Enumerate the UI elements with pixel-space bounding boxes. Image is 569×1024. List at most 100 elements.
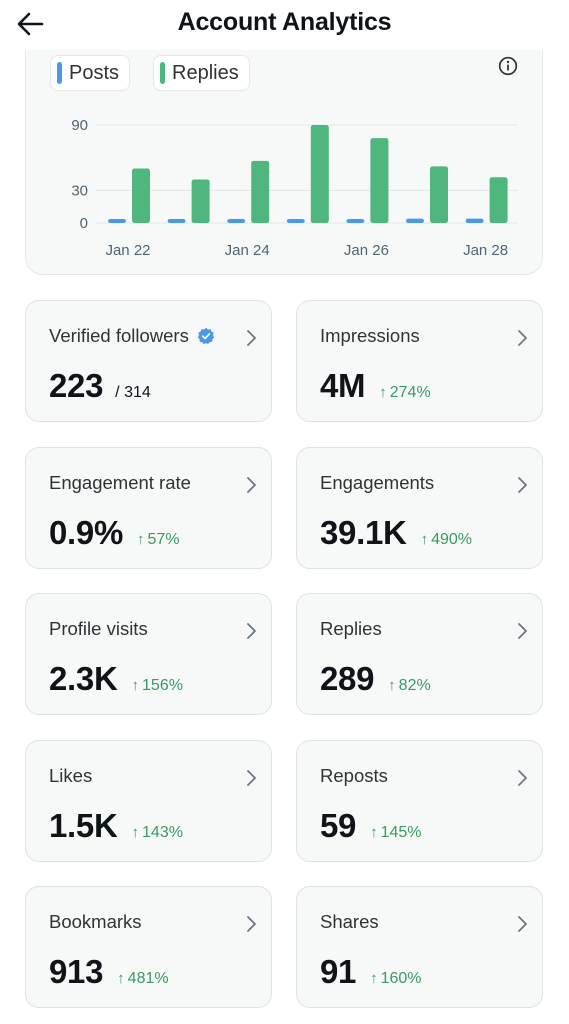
x-tick-label: Jan 22	[105, 242, 150, 259]
verified-badge-icon	[197, 327, 215, 345]
metric-label: Replies	[320, 618, 382, 640]
metric-card-profile-visits[interactable]: Profile visits 2.3K ↑ 156%	[25, 593, 272, 715]
metric-value: 1.5K	[49, 807, 118, 844]
bar-chart: 90 30 0 Jan 22 Jan 24 Jan 26 Jan 28	[71, 117, 518, 259]
metric-change: ↑ 145%	[370, 824, 421, 842]
info-icon[interactable]	[498, 56, 518, 76]
arrow-up-icon: ↑	[370, 970, 378, 987]
arrow-up-icon: ↑	[370, 824, 378, 841]
metric-card-engagements[interactable]: Engagements 39.1K ↑ 490%	[296, 447, 543, 569]
posts-swatch	[57, 62, 62, 84]
metric-change: ↑ 160%	[370, 970, 421, 988]
metric-card-shares[interactable]: Shares 91 ↑ 160%	[296, 886, 543, 1008]
posts-bar	[406, 218, 424, 223]
legend-posts-label: Posts	[69, 61, 120, 84]
chevron-right-icon	[518, 916, 527, 932]
metric-change-value: 156%	[142, 677, 183, 694]
metric-label: Verified followers	[49, 325, 215, 347]
metric-label-text: Reposts	[320, 765, 388, 786]
metric-label: Reposts	[320, 765, 388, 787]
metric-value-row: 289 ↑ 82%	[320, 660, 431, 698]
posts-bar	[465, 218, 484, 223]
metric-change: ↑ 156%	[132, 677, 183, 695]
metric-value: 59	[320, 807, 357, 844]
posts-bar	[108, 219, 126, 223]
back-button[interactable]	[10, 6, 50, 42]
chevron-right-icon	[518, 330, 527, 346]
metric-value-row: 1.5K ↑ 143%	[49, 807, 183, 845]
x-tick-label: Jan 26	[344, 242, 389, 259]
arrow-up-icon: ↑	[131, 677, 140, 694]
chevron-right-icon	[247, 916, 256, 932]
metric-label: Engagement rate	[49, 472, 191, 494]
arrow-up-icon: ↑	[420, 531, 429, 548]
metric-label: Likes	[49, 765, 92, 787]
chart-card: Posts Replies 90 30 0 Jan 22 Jan 24 Jan 26 Jan…	[25, 40, 543, 275]
metric-change: ↑ 274%	[379, 384, 430, 402]
metric-value: 2.3K	[49, 660, 118, 697]
metric-label-text: Profile visits	[49, 618, 148, 639]
metric-card-likes[interactable]: Likes 1.5K ↑ 143%	[25, 740, 272, 862]
metric-label: Profile visits	[49, 618, 148, 640]
x-tick-label: Jan 24	[225, 242, 270, 259]
metric-change: ↑ 82%	[388, 677, 431, 695]
metric-value: 223	[49, 367, 104, 404]
arrow-up-icon: ↑	[379, 384, 387, 401]
y-tick-label: 30	[71, 182, 88, 199]
metric-value-row: 223 / 314	[49, 367, 151, 405]
metric-value-row: 913 ↑ 481%	[49, 953, 169, 991]
chevron-right-icon	[518, 477, 527, 493]
metric-label-text: Replies	[320, 618, 382, 639]
replies-bar	[370, 138, 389, 223]
metric-label-text: Likes	[49, 765, 93, 786]
metric-change-value: 57%	[147, 531, 180, 548]
page-title: Account Analytics	[177, 8, 392, 36]
legend-replies[interactable]: Replies	[153, 55, 250, 91]
metric-label: Impressions	[320, 325, 420, 347]
chevron-right-icon	[247, 477, 256, 493]
top-bar: Account Analytics	[0, 0, 569, 50]
metric-change-value: 82%	[398, 677, 431, 694]
metric-value-row: 2.3K ↑ 156%	[49, 660, 183, 698]
metric-card-verified-followers[interactable]: Verified followers 223 / 314	[25, 300, 272, 422]
metric-change-value: 145%	[380, 824, 422, 841]
legend-posts[interactable]: Posts	[50, 55, 131, 91]
metric-value: 0.9%	[49, 514, 124, 551]
metric-card-replies[interactable]: Replies 289 ↑ 82%	[296, 593, 543, 715]
metric-value-row: 91 ↑ 160%	[320, 953, 422, 991]
metric-label-text: Verified followers	[49, 325, 189, 346]
back-arrow-icon	[17, 12, 44, 36]
metric-card-engagement-rate[interactable]: Engagement rate 0.9% ↑ 57%	[25, 447, 272, 569]
metric-label: Shares	[320, 911, 379, 933]
metric-label-text: Engagement rate	[49, 472, 191, 493]
metric-label: Bookmarks	[49, 911, 142, 933]
replies-bar	[310, 125, 329, 223]
arrow-up-icon: ↑	[131, 824, 140, 841]
metric-value: 91	[320, 953, 357, 990]
replies-bar	[430, 166, 448, 223]
arrow-up-icon: ↑	[388, 677, 396, 694]
metric-value: 4M	[320, 367, 366, 404]
metric-change: ↑ 143%	[132, 824, 183, 842]
metric-card-bookmarks[interactable]: Bookmarks 913 ↑ 481%	[25, 886, 272, 1008]
metric-label-text: Impressions	[320, 325, 420, 346]
posts-bar	[286, 219, 305, 223]
metric-total: / 314	[115, 384, 151, 401]
posts-bar	[346, 219, 365, 223]
chevron-right-icon	[247, 770, 256, 786]
metric-card-reposts[interactable]: Reposts 59 ↑ 145%	[296, 740, 543, 862]
replies-bar	[132, 168, 150, 223]
metric-label-text: Engagements	[320, 472, 435, 493]
metric-label-text: Shares	[320, 911, 379, 932]
replies-bar	[489, 177, 508, 223]
metric-change-value: 143%	[142, 824, 183, 841]
replies-swatch	[160, 62, 165, 84]
chevron-right-icon	[247, 623, 256, 639]
metric-value-row: 4M ↑ 274%	[320, 367, 431, 405]
metric-change: ↑ 57%	[137, 531, 180, 549]
chevron-right-icon	[247, 330, 256, 346]
metric-value: 913	[49, 953, 104, 990]
chevron-right-icon	[518, 770, 527, 786]
metric-card-impressions[interactable]: Impressions 4M ↑ 274%	[296, 300, 543, 422]
metric-change-value: 160%	[380, 970, 422, 987]
